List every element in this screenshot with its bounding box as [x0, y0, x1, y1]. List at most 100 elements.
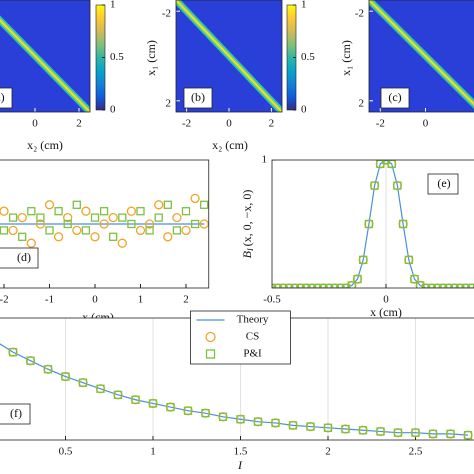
- y-axis-label: BI(x, 0, −x, 0): [240, 190, 255, 259]
- pi-marker: [181, 207, 191, 216]
- x-tick-label: -0.5: [263, 294, 281, 306]
- x-tick-label: 2.5: [409, 446, 423, 458]
- pi-marker: [288, 421, 298, 430]
- pi-marker: [271, 418, 280, 428]
- y-tick-label: 1: [262, 154, 268, 166]
- y-label-sub: I: [246, 248, 255, 252]
- cs-marker: [90, 232, 100, 242]
- colorbar-tick-label: 0.5: [301, 51, 315, 63]
- pi-marker: [347, 281, 356, 288]
- pi-marker: [336, 283, 345, 288]
- pi-marker: [72, 200, 81, 209]
- cs-marker: [35, 219, 46, 229]
- pi-marker: [183, 406, 193, 415]
- panel-label: (e): [437, 176, 450, 190]
- pi-marker: [410, 274, 419, 284]
- plot-frame: [368, 0, 474, 113]
- x-tick-label: -1: [45, 294, 54, 306]
- pi-marker: [359, 255, 368, 264]
- pi-marker: [18, 232, 27, 241]
- cs-marker: [199, 219, 209, 229]
- pi-marker: [200, 200, 209, 209]
- plot-area: [0, 0, 90, 112]
- pi-marker: [148, 399, 158, 408]
- pi-marker: [411, 428, 420, 437]
- pi-marker: [427, 283, 436, 288]
- pi-marker: [63, 219, 72, 229]
- x-axis-label: x₂ (cm): [212, 138, 248, 152]
- x-tick-label: 0.5: [59, 446, 73, 458]
- cs-marker: [63, 212, 73, 223]
- pi-marker: [428, 429, 438, 439]
- panel-label-box: [0, 247, 39, 269]
- x-tick-label: -2: [376, 118, 385, 130]
- pi-marker: [8, 348, 18, 357]
- cs-marker: [44, 200, 55, 210]
- colorbar-tick-label: 0.5: [110, 51, 124, 63]
- x-tick-label: 0: [92, 294, 98, 306]
- pi-marker: [381, 160, 391, 165]
- pi-marker: [296, 283, 305, 288]
- pi-marker: [450, 283, 459, 288]
- panel-label: (a): [0, 90, 5, 104]
- pi-marker: [36, 213, 45, 222]
- pi-marker: [330, 283, 339, 288]
- pi-marker: [172, 226, 182, 235]
- pi-marker: [341, 424, 350, 434]
- pi-marker: [358, 426, 368, 435]
- pi-marker: [376, 427, 385, 436]
- pi-marker: [416, 281, 425, 288]
- legend-label: CS: [246, 331, 259, 343]
- panel-label-box: [427, 173, 459, 195]
- cs-marker: [17, 212, 27, 223]
- pi-marker: [145, 226, 154, 235]
- colorbar-tick-label: 1: [110, 0, 116, 11]
- cs-marker: [72, 225, 82, 236]
- pi-marker: [421, 283, 431, 288]
- cs-marker: [181, 225, 191, 236]
- pi-marker: [306, 422, 315, 431]
- cs-marker: [135, 225, 146, 236]
- cs-marker: [154, 200, 164, 210]
- pi-marker: [353, 274, 362, 284]
- y-axis-label: x₁ (cm): [144, 40, 158, 76]
- pi-marker: [398, 219, 408, 229]
- pi-marker: [26, 356, 35, 365]
- x-tick-label: 1: [138, 294, 144, 306]
- pi-marker: [463, 430, 473, 440]
- x-axis-label: x (cm): [370, 305, 402, 319]
- pi-marker: [61, 372, 70, 381]
- pi-marker: [45, 226, 54, 235]
- pi-marker: [154, 213, 163, 222]
- pi-marker: [8, 213, 18, 222]
- pi-marker: [438, 283, 448, 288]
- x-tick-label: 2: [76, 118, 82, 130]
- pi-marker: [99, 207, 109, 216]
- pi-marker: [319, 283, 328, 288]
- pi-marker: [81, 226, 91, 235]
- pi-marker: [54, 207, 63, 216]
- pi-marker: [370, 181, 379, 190]
- x-tick-label: -2: [182, 118, 191, 130]
- pi-marker: [307, 283, 317, 288]
- pi-marker: [236, 415, 245, 424]
- x-tick-label: 0: [32, 118, 38, 130]
- pi-marker: [166, 402, 175, 412]
- legend-marker: [205, 331, 216, 343]
- pi-marker: [284, 283, 294, 288]
- pi-marker: [364, 219, 374, 229]
- pi-marker: [0, 226, 9, 235]
- y-tick-label: -2: [355, 8, 364, 20]
- pi-marker: [290, 283, 299, 288]
- pi-marker: [27, 207, 36, 216]
- pi-marker: [433, 283, 442, 288]
- pi-marker: [163, 200, 172, 209]
- cs-marker: [81, 206, 91, 216]
- cs-marker: [99, 219, 109, 229]
- pi-marker: [218, 412, 228, 421]
- pi-marker: [341, 283, 351, 288]
- legend-label: Theory: [237, 314, 269, 326]
- pi-marker: [279, 283, 288, 288]
- pi-marker: [96, 384, 105, 393]
